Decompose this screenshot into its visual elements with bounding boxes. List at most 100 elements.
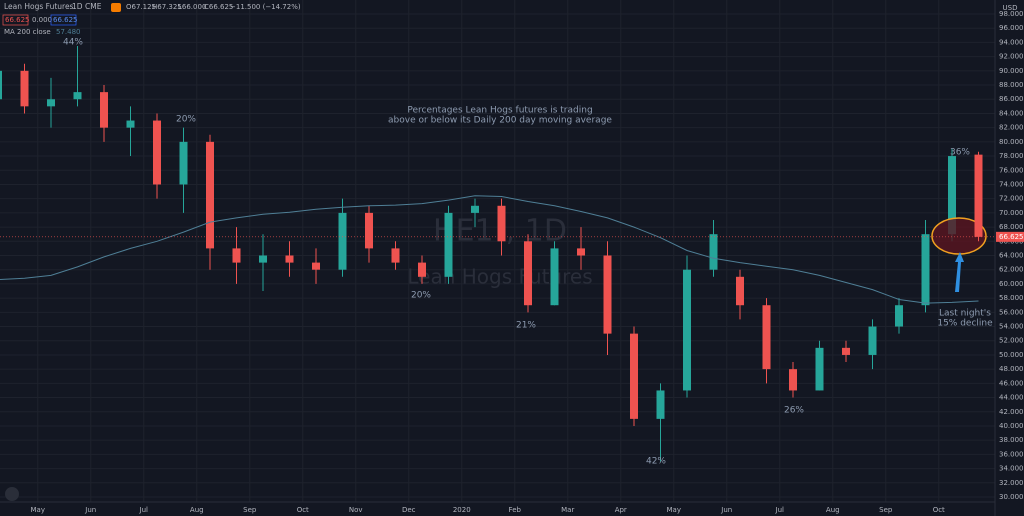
y-tick-label: 72.000 [999,195,1024,203]
y-tick-label: 62.000 [999,266,1024,274]
candle-body [0,70,2,100]
annotation: 44% [63,38,83,48]
y-tick-label: 80.000 [999,138,1024,146]
x-tick-label: Jun [84,506,96,514]
candle-body [974,154,983,237]
candle-body [524,241,532,306]
candle-body [497,205,506,242]
y-tick-label: 94.000 [999,38,1024,46]
annotation: Percentages Lean Hogs futures is trading [407,106,592,116]
candle-body [73,92,82,100]
y-tick-label: 92.000 [999,53,1024,61]
x-tick-label: 2020 [453,506,471,514]
last-price-label: 66.625 [999,233,1024,241]
annotation: 42% [646,457,666,467]
annotation: above or below its Daily 200 day moving … [388,116,612,126]
candle-body [789,369,797,391]
box-price: 66.625 [53,16,78,24]
y-tick-label: 46.000 [999,379,1024,387]
candle-body [365,212,373,249]
y-tick-label: 84.000 [999,109,1024,117]
y-tick-label: 90.000 [999,67,1024,75]
y-tick-label: 96.000 [999,24,1024,32]
ohlc-change: −11.500 (−14.72%) [230,3,301,11]
x-tick-label: Mar [561,506,574,514]
y-tick-label: 78.000 [999,152,1024,160]
y-tick-label: 30.000 [999,493,1024,501]
ohlc-low: L66.000 [178,3,206,11]
x-tick-label: Aug [190,506,204,514]
y-tick-label: 58.000 [999,294,1024,302]
y-tick-label: 36.000 [999,450,1024,458]
x-tick-label: Oct [297,506,309,514]
last-candle-layer [974,151,983,242]
interval: 1D [72,2,83,11]
ohlc-close: C66.625 [204,3,233,11]
y-tick-label: 44.000 [999,394,1024,402]
candle-body [577,248,585,256]
candle-body [285,255,294,263]
y-tick-label: 50.000 [999,351,1024,359]
candle-body [948,156,956,235]
candle-body [100,92,108,128]
candle-body [20,70,29,107]
x-tick-label: Oct [933,506,945,514]
y-tick-label: 82.000 [999,124,1024,132]
currency: USD [1003,4,1018,12]
x-tick-label: Jul [139,506,149,514]
grid [0,0,995,502]
logo [5,487,19,501]
candle-body [736,276,744,306]
exchange: CME [85,2,102,11]
candle-body [153,120,161,185]
candle-body [815,347,824,391]
y-tick-label: 86.000 [999,95,1024,103]
y-tick-label: 98.000 [999,10,1024,18]
y-tick-label: 42.000 [999,408,1024,416]
candle-body [206,141,214,249]
annotation: Last night's [939,309,991,319]
last-price-tag [996,231,1024,242]
price-box [50,14,77,26]
candle-body [232,248,241,263]
y-tick-label: 64.000 [999,251,1024,259]
y-tick-label: 68.000 [999,223,1024,231]
y-tick-label: 76.000 [999,166,1024,174]
candle-body [868,326,877,355]
y-tick-label: 54.000 [999,323,1024,331]
x-tick-label: Sep [243,506,257,514]
y-tick-label: 52.000 [999,337,1024,345]
x-tick-label: Nov [349,506,363,514]
y-tick-label: 60.000 [999,280,1024,288]
watermark-sub: Lean Hogs Futures [407,265,592,289]
y-tick-label: 32.000 [999,479,1024,487]
candle-body [550,248,559,306]
annotation: 20% [411,291,431,301]
annotation: 26% [784,406,804,416]
symbol-title: Lean Hogs Futures [4,2,74,11]
annotation: 21% [516,321,536,331]
candle-body [444,212,453,277]
annotation: 20% [176,115,196,125]
x-tick-label: Sep [879,506,893,514]
candle-body [391,248,400,263]
x-tick-label: Feb [509,506,522,514]
box-spread: 0.000 [32,16,52,24]
candle-body [630,333,638,419]
candle-body [179,141,188,185]
y-tick-label: 56.000 [999,308,1024,316]
candle-body [921,234,930,306]
y-tick-label: 48.000 [999,365,1024,373]
box-price: 66.625 [5,16,30,24]
x-tick-label: May [667,506,681,514]
y-tick-label: 88.000 [999,81,1024,89]
candle-body [259,255,267,263]
candle-body [683,269,691,391]
x-tick-label: Apr [615,506,627,514]
y-tick-label: 70.000 [999,209,1024,217]
arrow [955,252,964,292]
ohlc-open: O67.125 [126,3,156,11]
x-tick-label: Jun [720,506,732,514]
